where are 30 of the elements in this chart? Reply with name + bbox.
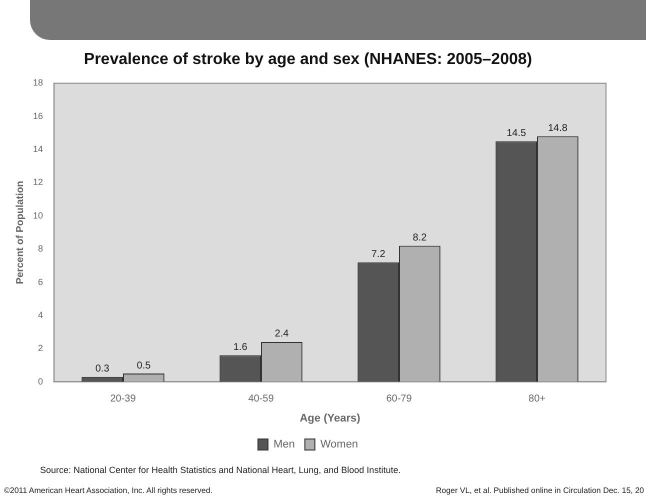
data-label: 0.5 bbox=[136, 360, 152, 372]
chart-title: Prevalence of stroke by age and sex (NHANES: 2005–2008) bbox=[84, 51, 532, 68]
data-label: 7.2 bbox=[371, 249, 386, 260]
y-tick-label: 0 bbox=[38, 376, 44, 386]
x-tick-label: 80+ bbox=[528, 394, 546, 405]
data-label: 14.8 bbox=[548, 123, 568, 134]
data-label: 0.3 bbox=[95, 364, 110, 375]
text: ©2011 American Heart Association, Inc. All rights reserved. bbox=[4, 486, 213, 495]
y-tick-label: 8 bbox=[38, 244, 44, 254]
x-axis-title: Age (Years) bbox=[300, 412, 361, 424]
x-tick-label: 20-39 bbox=[110, 394, 136, 405]
data-label: 1.6 bbox=[233, 342, 248, 354]
text: Roger VL, et al. Published online in Circulation Dec. 15, 20 bbox=[436, 486, 644, 495]
y-tick-label: 14 bbox=[32, 144, 44, 154]
y-tick-label: 12 bbox=[32, 177, 44, 188]
data-label: 14.5 bbox=[506, 128, 526, 140]
y-tick-label: 2 bbox=[38, 343, 44, 354]
y-tick-label: 18 bbox=[32, 78, 44, 88]
x-tick-label: 40-59 bbox=[248, 394, 274, 405]
data-label: 2.4 bbox=[274, 328, 290, 340]
y-tick-label: 16 bbox=[32, 110, 44, 121]
x-tick-label: 60-79 bbox=[386, 394, 412, 405]
y-tick-label: 4 bbox=[38, 310, 44, 320]
y-axis-title: Percent of Population bbox=[14, 180, 26, 284]
legend-label: Men bbox=[273, 438, 295, 451]
y-tick-label: 10 bbox=[32, 210, 44, 220]
data-label: 8.2 bbox=[412, 232, 428, 244]
legend-label: Women bbox=[320, 438, 358, 451]
y-tick-label: 6 bbox=[38, 276, 44, 287]
source-note: Source: National Center for Health Statistics and National Heart, Lung, and Blood Institute. bbox=[40, 465, 401, 475]
